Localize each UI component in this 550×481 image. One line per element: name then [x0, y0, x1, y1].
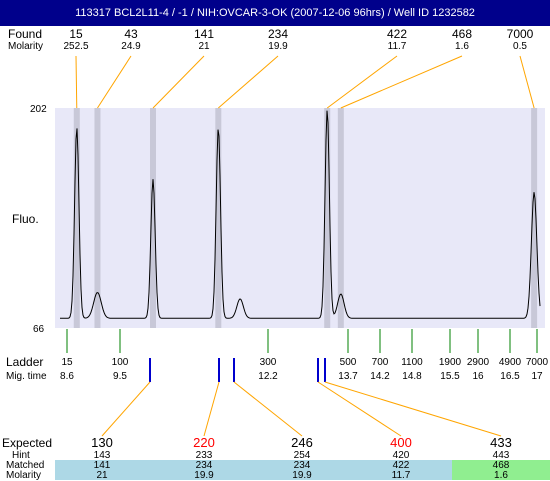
found-size: 141	[193, 27, 215, 41]
found-size: 7000	[506, 27, 534, 41]
found-molarity: 252.5	[63, 41, 89, 52]
hint-ticks	[149, 358, 326, 382]
ladder-size: 2900	[466, 357, 490, 368]
molarity-bottom-label: Molarity	[6, 470, 42, 481]
ladder-size: 700	[371, 357, 389, 368]
ladder-mig-time: 8.6	[60, 371, 74, 382]
molarity-value: 11.7	[391, 470, 411, 481]
matched-cell-bg	[351, 460, 452, 480]
ladder-size: 4900	[498, 357, 522, 368]
ladder-size: 1900	[438, 357, 462, 368]
ladder-size: 500	[339, 357, 357, 368]
expected-connector	[101, 381, 151, 437]
found-band	[94, 108, 101, 328]
matched-value: 141	[93, 460, 111, 471]
found-size: 15	[69, 27, 83, 41]
ladder-size: 300	[259, 357, 277, 368]
found-molarity: 19.9	[268, 41, 288, 52]
hint-value: 420	[392, 450, 410, 461]
found-connector	[340, 55, 463, 109]
ladder-mig-time: 9.5	[113, 371, 127, 382]
molarity-value: 19.9	[194, 470, 214, 481]
molarity-label: Molarity	[8, 41, 44, 52]
ladder-size: 15	[61, 357, 73, 368]
matched-cell-bg	[254, 460, 351, 480]
found-band	[73, 108, 80, 328]
found-label: Found	[8, 27, 43, 41]
molarity-value: 21	[96, 470, 108, 481]
matched-cell-bg	[55, 460, 150, 480]
hint-value: 233	[195, 450, 213, 461]
expected-value: 246	[291, 435, 313, 450]
found-band	[531, 108, 538, 328]
hint-value: 143	[93, 450, 111, 461]
found-molarity: 21	[198, 41, 210, 52]
found-molarity: 1.6	[455, 41, 469, 52]
y-max-label: 202	[30, 104, 47, 115]
expected-value: 433	[490, 435, 512, 450]
hint-label: Hint	[12, 450, 30, 461]
window-title: 113317 BCL2L11-4 / -1 / NIH:OVCAR-3-OK (…	[0, 0, 550, 26]
found-connectors	[75, 55, 535, 437]
found-band	[150, 108, 156, 328]
mig-time-label: Mig. time	[6, 371, 47, 382]
found-size: 43	[124, 27, 138, 41]
fluo-label: Fluo.	[12, 212, 39, 226]
found-bands	[73, 108, 538, 328]
found-molarity: 0.5	[513, 41, 527, 52]
found-connector	[152, 55, 205, 109]
found-molarity: 11.7	[387, 41, 407, 52]
found-band	[324, 108, 331, 328]
expected-value: 130	[91, 435, 113, 450]
expected-label: Expected	[2, 436, 53, 450]
found-molarity: 24.9	[121, 41, 141, 52]
hint-value: 443	[492, 450, 510, 461]
expected-connector	[233, 381, 303, 437]
found-connector	[75, 55, 78, 109]
found-connector	[97, 55, 132, 109]
ladder-size: 1100	[401, 357, 423, 368]
expected-value: 220	[193, 435, 215, 450]
matched-cell-bg	[150, 460, 254, 480]
found-band	[337, 108, 344, 328]
ladder-size: 7000	[525, 357, 549, 368]
found-size: 422	[386, 27, 408, 41]
ladder-mig-time: 12.2	[258, 371, 278, 382]
ladder-mig-time: 16	[472, 371, 484, 382]
ladder-mig-time: 14.2	[370, 371, 390, 382]
ladder-mig-time: 17	[531, 371, 543, 382]
ladder-mig-time: 14.8	[402, 371, 422, 382]
ladder-ticks	[66, 329, 538, 353]
found-size: 468	[451, 27, 473, 41]
hint-value: 254	[293, 450, 311, 461]
ladder-mig-time: 15.5	[440, 371, 460, 382]
molarity-value: 19.9	[292, 470, 312, 481]
matched-value: 234	[195, 460, 213, 471]
y-min-label: 66	[33, 324, 45, 335]
matched-value: 468	[492, 460, 510, 471]
found-connector	[326, 55, 398, 109]
expected-value: 400	[390, 435, 412, 450]
expected-connector	[317, 381, 402, 437]
found-connector	[218, 55, 279, 109]
ladder-mig-time: 13.7	[338, 371, 358, 382]
expected-connector	[324, 381, 502, 437]
molarity-value: 1.6	[494, 470, 508, 481]
found-band	[215, 108, 222, 328]
matched-cell-bg	[452, 460, 550, 480]
matched-value: 422	[392, 460, 410, 471]
ladder-mig-time: 16.5	[500, 371, 520, 382]
matched-label: Matched	[6, 460, 45, 471]
ladder-label: Ladder	[6, 355, 44, 369]
ladder-size: 100	[111, 357, 129, 368]
matched-value: 234	[293, 460, 311, 471]
found-size: 234	[267, 27, 289, 41]
fluorescence-trace	[60, 110, 541, 319]
plot-area	[55, 108, 545, 328]
expected-connector	[203, 381, 220, 437]
found-connector	[519, 55, 535, 109]
